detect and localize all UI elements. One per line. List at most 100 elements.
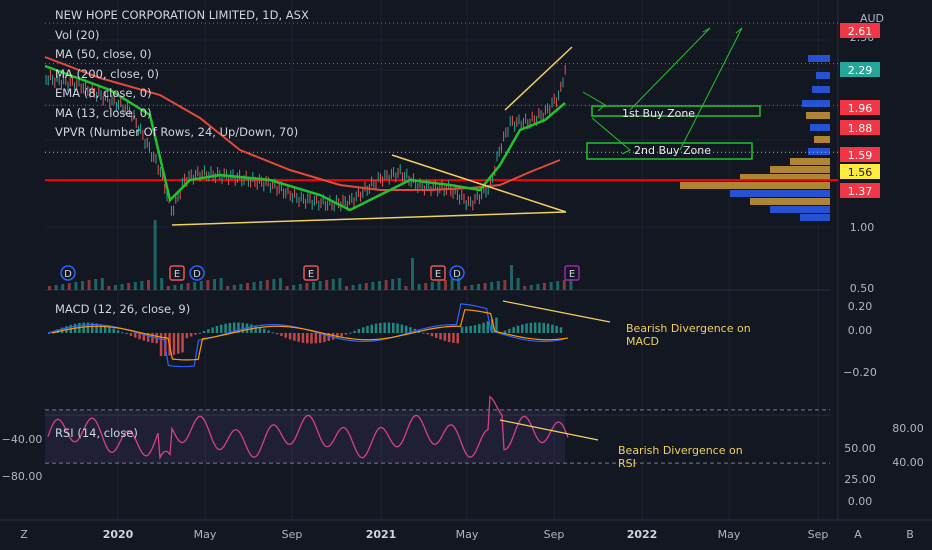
macd-hist-119 [559,327,563,333]
macd-pane [47,300,611,368]
rsi-divergence-line2: RSI [618,457,636,470]
macd-hist-22 [142,333,146,341]
macd-hist-108 [512,327,515,333]
time-tick-3: 2021 [366,528,397,541]
macd-hist-84 [409,327,412,333]
price-badge-2-bg [840,100,880,115]
macd-hist-104 [495,317,498,333]
macd-hist-10 [91,322,94,333]
volume-bar-11 [120,284,124,290]
macd-hist-9 [86,322,90,333]
buy-zone-2-box [586,142,753,160]
macd-hist-14 [108,326,111,333]
volume-bar-2 [61,284,65,290]
macd-hist-68 [340,333,343,337]
macd-hist-19 [129,333,133,336]
macd-hist-92 [443,333,447,341]
rising-trendline [504,46,573,111]
macd-hist-87 [422,332,425,334]
macd-hist-62 [314,333,318,344]
legend-ema8[interactable]: EMA (8, close, 0) [55,86,152,100]
volume-bar-9 [107,286,111,290]
macd-hist-41 [224,323,227,333]
event-marker-1-shape [169,265,185,281]
volume-bar-23 [199,281,203,290]
legend-vol[interactable]: Vol (20) [55,27,100,42]
price-tick-2: 0.50 [850,282,875,295]
volume-bar-71 [516,278,520,290]
macd-hist-50 [263,328,266,333]
volume-bar-25 [213,279,216,290]
macd-hist-63 [318,333,322,343]
volume-bar-4 [74,282,78,290]
vp-row-4 [806,112,830,119]
macd-hist-102 [486,321,490,333]
volume-bar-5 [81,281,84,290]
vp-row-9 [770,166,830,173]
volume-bar-8 [100,278,104,290]
rsi-legend[interactable]: RSI (14, close) [55,426,138,440]
macd-legend[interactable]: MACD (12, 26, close, 9) [55,302,191,316]
macd-hist-26 [159,333,163,357]
macd-hist-110 [521,324,524,333]
volume-bar-0 [48,286,51,290]
event-marker-5-shape [449,265,465,281]
price-badge-6: 1.37 [848,185,873,198]
volume-bar-78 [562,280,566,290]
macd-hist-32 [185,333,189,339]
volume-bar-32 [259,281,263,290]
event-marker-1: E [174,269,180,280]
legend-ma200[interactable]: MA (200, close, 0) [55,66,159,81]
macd-hist-114 [538,322,541,333]
volume-bar-30 [246,283,249,290]
footer-button-a[interactable]: A [854,528,862,541]
volume-bar-20 [180,284,183,290]
macd-hist-74 [366,325,369,333]
axes: AUD2.501.000.502.612.291.961.881.591.561… [2,12,924,541]
rsi-left-tick-0: −40.00 [2,433,43,446]
vp-row-2 [812,86,830,93]
macd-hist-81 [396,323,399,333]
price-badge-0: 2.61 [848,25,873,38]
macd-hist-93 [447,333,451,343]
volume-bar-26 [219,278,223,290]
volume-bar-63 [463,286,467,290]
macd-hist-35 [198,332,201,334]
macd-hist-65 [327,333,330,342]
volume-bar-67 [490,282,494,290]
buy-zone-2-label: 2nd Buy Zone [634,144,711,157]
macd-hist-57 [293,333,296,341]
volume-bar-41 [318,281,322,290]
price-badge-1: 2.29 [848,64,873,77]
macd-hist-118 [555,325,558,333]
buy-zone-1-label: 1st Buy Zone [622,107,696,120]
arrow-to-zone-2 [591,117,631,155]
volume-bar-15 [147,280,150,290]
macd-hist-38 [211,327,214,333]
macd-hist-44 [237,322,240,333]
drawings [171,27,761,226]
volume-bar-62 [457,278,461,290]
macd-hist-21 [138,333,141,340]
macd-hist-16 [116,330,120,333]
event-marker-3-shape [303,265,319,281]
legend-vpvr[interactable]: VPVR (Number Of Rows, 24, Up/Down, 70) [55,125,299,139]
price-tick-1: 1.00 [850,221,875,234]
macd-hist-70 [349,332,352,334]
macd-hist-100 [478,324,481,333]
footer-button-b[interactable]: B [906,528,914,541]
volume-bar-31 [252,282,256,290]
footer-button-z[interactable]: Z [20,528,28,541]
volume-bar-40 [312,282,315,290]
legend-ma50[interactable]: MA (50, close, 0) [55,47,152,61]
volume-bar-6 [87,280,91,290]
volume-bar-61 [450,279,454,290]
ma200-line [44,56,561,191]
macd-hist-51 [267,330,270,333]
volume-bar-59 [437,281,441,290]
price-badge-0-bg [840,23,880,38]
legend-ma13[interactable]: MA (13, close, 0) [55,105,152,120]
volume-bar-76 [549,282,553,290]
macd-hist-59 [301,333,305,343]
